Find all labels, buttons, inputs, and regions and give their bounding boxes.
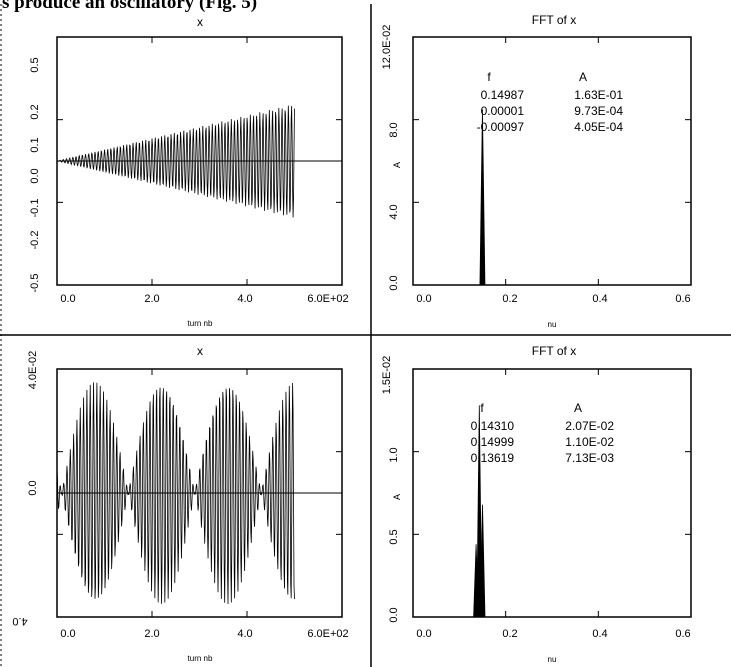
table-cell-a: 4.05E-04 [574, 120, 623, 134]
x-axis-label: turn nb [188, 654, 213, 663]
x-tick-label: 2.0 [144, 628, 159, 640]
plot-frame [412, 36, 692, 286]
panel-title: x [197, 344, 203, 358]
x-tick-label: 0.4 [592, 293, 607, 305]
panel-title: FFT of x [532, 344, 576, 358]
table-header-a: A [574, 401, 582, 415]
table-cell-f: -0.00097 [477, 120, 525, 134]
table-cell-a: 2.07E-02 [565, 419, 614, 433]
table-cell-f: 0.13619 [471, 451, 515, 465]
fft-peak [473, 544, 480, 618]
y-tick-label: 8.0 [388, 122, 400, 137]
header-text: s produce an oscillatory (Fig. 5) [2, 0, 258, 13]
x-axis-label: turn nb [188, 319, 213, 328]
fft-peak [479, 109, 486, 286]
y-tick-label: 0.2 [29, 104, 41, 119]
table-cell-f: 0.14987 [481, 88, 525, 102]
y-tick-label: 0.0 [29, 168, 41, 183]
x-tick-label: 4.0 [237, 628, 252, 640]
fft-peak [476, 405, 483, 618]
x-axis-label: nu [548, 655, 557, 664]
x-tick-label: 6.0E+02 [307, 293, 348, 305]
y-tick-label: 0.0 [27, 480, 39, 495]
y-tick-label: 0.0 [388, 275, 400, 290]
y-tick-label: 1.0 [388, 447, 400, 462]
panel-top-left: x 0.5 0.2 0.1 0.0 -0.1 -0.2 -0.5 0.0 2.0… [29, 15, 349, 328]
table-cell-a: 7.13E-03 [565, 451, 614, 465]
x-tick-label: 0.6 [675, 628, 690, 640]
x-tick-label: 0.4 [592, 628, 607, 640]
series-line [56, 382, 295, 605]
plot-marks [56, 36, 343, 286]
y-tick-label: 1.5E-02 [381, 356, 393, 395]
y-tick-label: 4.0 [12, 615, 27, 627]
panel-top-right: FFT of x 12.0E-02 8.0 4.0 0.0 A 0.0 0.2 … [381, 13, 692, 329]
y-tick-label: 0.5 [388, 529, 400, 544]
table-header-a: A [579, 70, 587, 84]
y-tick-label: -0.5 [29, 274, 41, 293]
x-tick-label: 4.0 [237, 293, 252, 305]
y-tick-label: 0.1 [29, 137, 41, 152]
plot-frame [412, 368, 692, 618]
y-tick-label: -0.1 [29, 199, 41, 218]
x-tick-label: 0.0 [416, 293, 431, 305]
x-tick-label: 6.0E+02 [307, 628, 348, 640]
x-axis-label: nu [548, 320, 557, 329]
x-tick-label: 0.6 [675, 293, 690, 305]
table-cell-a: 1.10E-02 [565, 435, 614, 449]
x-tick-label: 0.2 [502, 293, 517, 305]
y-tick-label: 4.0 [388, 204, 400, 219]
panel-bottom-left: x 4.0E-02 0.0 4.0 0.0 2.0 4.0 6.0E+02 tu… [12, 344, 348, 663]
table-cell-a: 9.73E-04 [574, 104, 623, 118]
panel-title: x [197, 15, 203, 29]
y-tick-label: -0.2 [29, 231, 41, 250]
table-cell-f: 0.14310 [471, 419, 515, 433]
table-cell-f: 0.00001 [481, 104, 525, 118]
x-tick-label: 2.0 [144, 293, 159, 305]
table-cell-a: 1.63E-01 [574, 88, 623, 102]
panel-bottom-right: FFT of x 1.5E-02 1.0 0.5 0.0 A 0.0 0.2 0… [381, 344, 692, 664]
table-header-f: f [487, 70, 491, 84]
table-header-f: f [480, 401, 484, 415]
series-line [56, 105, 295, 218]
y-tick-label: 0.5 [29, 57, 41, 72]
x-tick-label: 0.0 [416, 628, 431, 640]
y-tick-label: 12.0E-02 [381, 25, 393, 70]
plot-marks [56, 368, 343, 618]
fft-peak [479, 504, 486, 618]
x-tick-label: 0.0 [60, 628, 75, 640]
plot-marks [412, 36, 692, 286]
y-axis-label: A [392, 494, 402, 500]
y-tick-label: 0.0 [388, 607, 400, 622]
plot-marks [412, 368, 692, 618]
y-tick-label: 4.0E-02 [27, 351, 39, 390]
table-cell-f: 0.14999 [471, 435, 515, 449]
x-tick-label: 0.0 [60, 293, 75, 305]
x-tick-label: 0.2 [502, 628, 517, 640]
panel-title: FFT of x [532, 13, 576, 27]
y-axis-label: A [392, 162, 402, 168]
